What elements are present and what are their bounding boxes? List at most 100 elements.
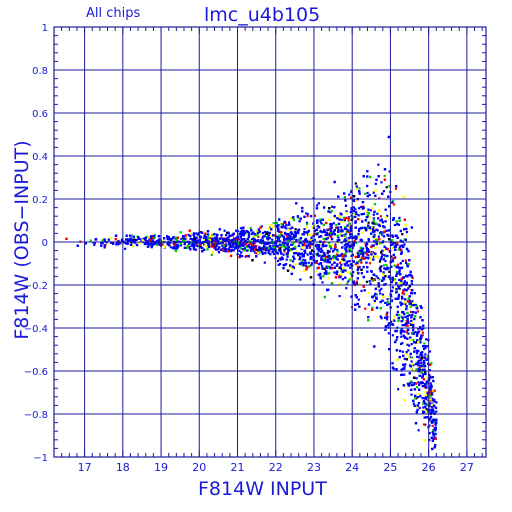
data-point — [224, 238, 227, 241]
data-point — [345, 261, 348, 264]
data-point — [325, 231, 328, 234]
data-point — [199, 235, 202, 238]
data-point — [268, 249, 271, 252]
data-point — [218, 228, 221, 231]
data-point — [199, 231, 202, 234]
data-point — [342, 254, 345, 257]
data-point — [336, 263, 339, 266]
data-point — [326, 228, 329, 231]
data-point — [115, 243, 118, 246]
data-point — [251, 259, 254, 262]
data-point — [343, 239, 346, 242]
data-point — [354, 303, 357, 306]
data-point — [356, 268, 359, 272]
data-point — [132, 235, 135, 238]
data-point — [404, 385, 407, 388]
data-point — [415, 334, 419, 337]
data-point — [346, 224, 349, 227]
data-point — [163, 237, 166, 240]
data-point — [204, 243, 207, 246]
data-point — [150, 246, 153, 249]
data-point — [254, 248, 257, 251]
data-point — [290, 238, 293, 241]
data-point — [391, 234, 394, 237]
data-point — [182, 235, 185, 238]
data-point — [280, 252, 283, 255]
data-point — [182, 239, 185, 242]
data-point — [367, 224, 370, 227]
data-point — [100, 241, 103, 244]
data-point — [404, 259, 407, 262]
data-point — [305, 246, 308, 249]
data-point — [262, 241, 265, 244]
data-point — [406, 320, 409, 323]
data-point — [207, 236, 210, 239]
data-point — [150, 235, 153, 238]
data-point — [405, 231, 408, 234]
data-point — [174, 243, 177, 246]
data-point — [221, 237, 224, 241]
data-point — [335, 264, 338, 267]
data-point — [375, 238, 378, 241]
data-point — [294, 246, 297, 249]
data-point — [412, 328, 415, 332]
data-point — [201, 241, 205, 244]
data-point — [344, 247, 347, 250]
data-point — [238, 249, 241, 252]
data-point — [166, 235, 169, 238]
data-point — [258, 230, 261, 233]
data-point — [403, 323, 406, 326]
data-point — [421, 381, 425, 385]
data-point — [155, 243, 158, 246]
data-point — [216, 234, 219, 237]
data-point — [413, 388, 416, 391]
data-point — [367, 254, 370, 257]
data-point — [356, 277, 359, 280]
data-point — [345, 282, 349, 285]
data-point — [382, 273, 385, 276]
data-point — [415, 382, 418, 385]
data-point — [322, 258, 325, 261]
data-point — [385, 268, 388, 271]
data-point — [411, 363, 414, 366]
data-point — [283, 220, 286, 224]
data-point — [205, 239, 208, 242]
data-point — [375, 178, 378, 181]
data-point — [290, 272, 293, 275]
data-point — [294, 235, 297, 238]
data-point — [404, 363, 407, 366]
data-point — [292, 218, 296, 222]
data-point — [416, 361, 419, 364]
data-point — [120, 239, 124, 242]
data-point — [357, 272, 360, 275]
data-point — [423, 416, 426, 419]
data-point — [402, 276, 405, 279]
data-point — [411, 332, 414, 335]
data-point — [381, 221, 384, 224]
data-point — [323, 230, 326, 234]
data-point — [408, 313, 411, 317]
data-point — [378, 209, 381, 212]
data-point — [298, 252, 301, 255]
data-point — [356, 252, 359, 255]
data-point — [225, 243, 228, 246]
data-point — [278, 243, 282, 246]
data-point — [410, 280, 413, 283]
data-point — [407, 297, 410, 300]
data-point — [346, 271, 349, 274]
data-point — [430, 436, 433, 439]
data-point — [291, 243, 294, 246]
data-point — [288, 233, 291, 236]
data-point — [313, 261, 316, 264]
data-point — [400, 251, 403, 254]
data-point — [365, 280, 368, 283]
data-point — [259, 249, 262, 252]
data-point — [383, 226, 386, 229]
data-point — [315, 261, 318, 264]
data-point — [368, 216, 371, 219]
data-point — [333, 248, 336, 251]
data-point — [263, 230, 267, 234]
data-point — [126, 238, 129, 241]
data-point — [366, 184, 369, 188]
